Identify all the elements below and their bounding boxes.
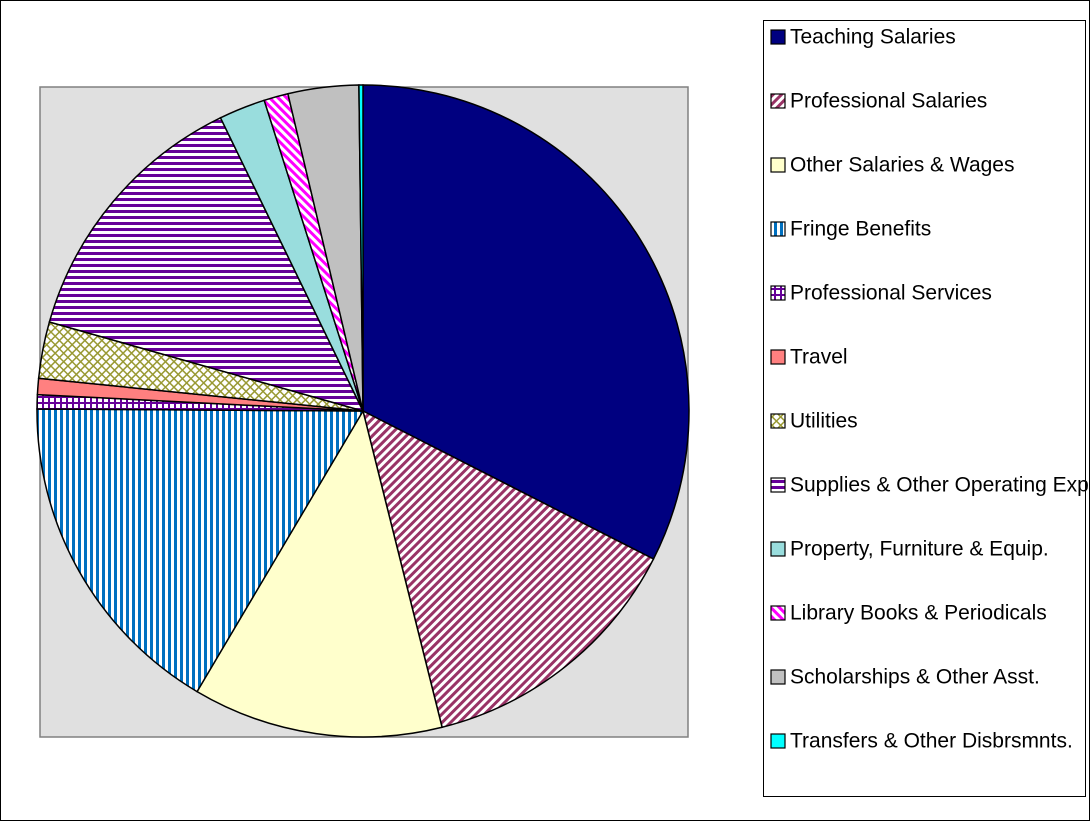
- legend-label: Library Books & Periodicals: [790, 602, 1047, 625]
- legend-box: [763, 20, 1086, 797]
- pie-slice: [48, 116, 365, 413]
- legend-label: Professional Salaries: [790, 90, 987, 113]
- legend-label: Property, Furniture & Equip.: [790, 538, 1049, 561]
- legend-swatch: [770, 413, 786, 429]
- legend-label: Travel: [790, 346, 848, 369]
- legend-swatch: [770, 93, 786, 109]
- legend-swatch: [770, 541, 786, 557]
- legend-label: Scholarships & Other Asst.: [790, 666, 1040, 689]
- legend-swatch: [770, 285, 786, 301]
- legend-label: Supplies & Other Operating Exp: [790, 474, 1089, 497]
- legend-swatch: [770, 157, 786, 173]
- legend-swatch: [770, 477, 786, 493]
- pie-slice: [361, 409, 655, 729]
- pie-slice: [196, 409, 443, 738]
- legend-swatch: [770, 221, 786, 237]
- legend-label: Teaching Salaries: [790, 26, 956, 49]
- pie-slice: [36, 408, 365, 693]
- legend-swatch: [770, 669, 786, 685]
- legend-label: Transfers & Other Disbrsmnts.: [790, 730, 1073, 753]
- pie-slice: [358, 84, 364, 412]
- legend-label: Fringe Benefits: [790, 218, 931, 241]
- legend-label: Utilities: [790, 410, 858, 433]
- legend-label: Other Salaries & Wages: [790, 154, 1014, 177]
- legend-swatch: [770, 733, 786, 749]
- legend-swatch: [770, 349, 786, 365]
- legend-swatch: [770, 29, 786, 45]
- pie-slice: [362, 84, 690, 561]
- legend-swatch: [770, 605, 786, 621]
- legend-label: Professional Services: [790, 282, 992, 305]
